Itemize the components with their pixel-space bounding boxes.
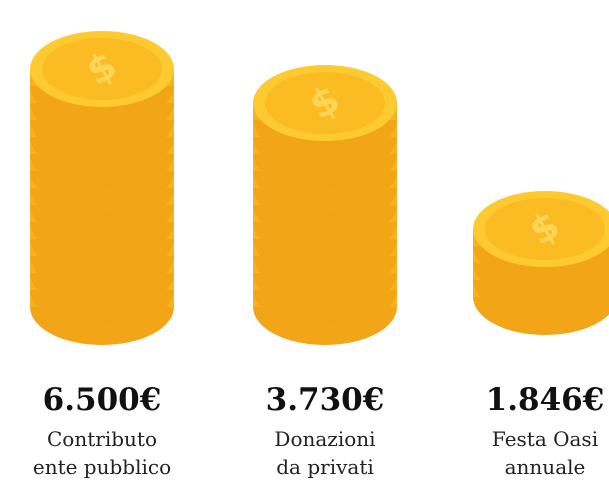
label-line: da privati — [276, 455, 374, 479]
coin-stacks: $ $ $ — [30, 31, 609, 345]
coin-stack: $ — [253, 65, 397, 345]
coin-stack: $ — [30, 31, 174, 345]
coin-inner — [485, 198, 605, 260]
captions: 6.500€ Contributo ente pubblico 3.730€ Donaz… — [33, 382, 604, 479]
label-line: Donazioni — [274, 427, 375, 451]
amount: 1.846€ — [486, 382, 605, 418]
label-line: ente pubblico — [33, 455, 171, 479]
label-line: Festa Oasi — [492, 427, 598, 451]
label-line: annuale — [505, 455, 586, 479]
amount: 6.500€ — [43, 382, 162, 418]
label-line: Contributo — [47, 427, 157, 451]
coin-inner — [42, 38, 162, 100]
coin-inner — [265, 72, 385, 134]
coin-stack: $ — [473, 191, 609, 335]
amount: 3.730€ — [266, 382, 385, 418]
